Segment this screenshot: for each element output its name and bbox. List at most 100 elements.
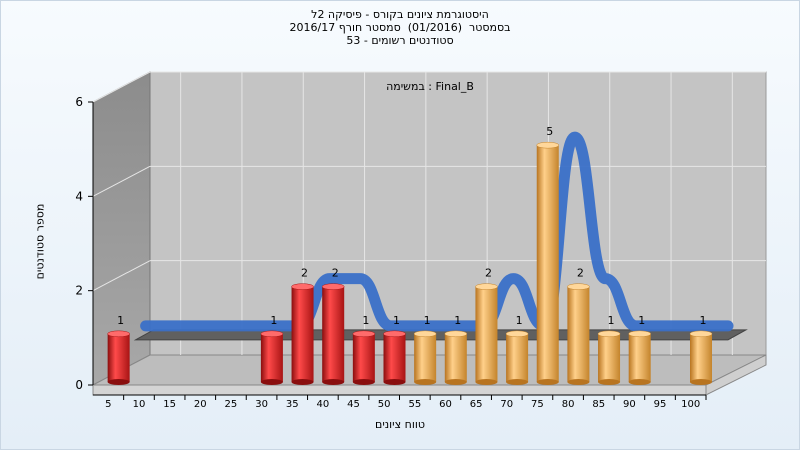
x-tick-label: 60 bbox=[439, 399, 452, 410]
x-tick-label: 5 bbox=[105, 399, 111, 410]
bar-base bbox=[352, 379, 375, 385]
bar-base bbox=[322, 379, 345, 385]
x-tick-label: 55 bbox=[408, 399, 421, 410]
bar-body bbox=[567, 286, 590, 382]
task-label: במשימה : Final_B bbox=[386, 80, 474, 93]
bar-body bbox=[291, 286, 314, 382]
bar: 1 bbox=[383, 314, 406, 385]
bar-body bbox=[628, 333, 651, 382]
bar: 2 bbox=[321, 267, 345, 385]
x-tick-label: 25 bbox=[225, 399, 238, 410]
bar: 1 bbox=[628, 314, 651, 385]
title-line-2: בסמסטר (01/2016) סמסטר חורף 2016/17 bbox=[289, 21, 511, 34]
bar: 2 bbox=[475, 267, 498, 385]
bar-top bbox=[597, 330, 621, 338]
bar-value-label: 1 bbox=[516, 314, 523, 327]
x-tick-label: 30 bbox=[255, 399, 268, 410]
bar-body bbox=[107, 333, 130, 382]
y-axis-label: מספר סטודנטים bbox=[33, 203, 47, 280]
bar-body bbox=[690, 333, 712, 382]
bar-value-label: 1 bbox=[424, 314, 431, 327]
bar-body bbox=[444, 333, 467, 382]
bar-value-label: 2 bbox=[485, 267, 492, 280]
x-tick-label: 100 bbox=[681, 399, 700, 410]
bar-value-label: 1 bbox=[117, 314, 124, 327]
bar-base bbox=[414, 379, 437, 385]
bar-body bbox=[598, 333, 621, 382]
bar-base bbox=[690, 379, 712, 385]
bar: 1 bbox=[689, 314, 713, 385]
bar-value-label: 1 bbox=[454, 314, 461, 327]
bar: 5 bbox=[536, 125, 559, 385]
x-tick-label: 50 bbox=[378, 399, 391, 410]
x-tick-label: 20 bbox=[194, 399, 207, 410]
bar-base bbox=[383, 379, 406, 385]
plane-ribbon bbox=[133, 329, 748, 341]
bar-top bbox=[413, 330, 437, 338]
bar-top bbox=[352, 330, 376, 338]
bar-base bbox=[475, 379, 498, 385]
bar-value-label: 1 bbox=[393, 314, 400, 327]
grid-line bbox=[92, 165, 151, 197]
bar-top bbox=[536, 141, 559, 149]
bar-base bbox=[567, 379, 590, 385]
title-line-3: סטודנטים רשומים - 53 bbox=[346, 34, 454, 47]
grid-line bbox=[92, 71, 151, 103]
bar: 1 bbox=[597, 314, 621, 385]
curve-line bbox=[140, 131, 734, 332]
bar: 1 bbox=[505, 314, 529, 385]
bar-value-label: 1 bbox=[700, 314, 707, 327]
bar: 1 bbox=[413, 314, 437, 385]
bar-top bbox=[383, 330, 406, 338]
y-tick-label: 4 bbox=[75, 189, 83, 203]
x-tick-label: 85 bbox=[592, 399, 605, 410]
bar-body bbox=[322, 286, 345, 382]
x-tick-label: 45 bbox=[347, 399, 360, 410]
bar-base bbox=[506, 379, 529, 385]
y-tick-label: 6 bbox=[75, 95, 83, 109]
bar-body bbox=[414, 333, 437, 382]
x-tick-label: 40 bbox=[317, 399, 330, 410]
grid-line bbox=[92, 260, 151, 292]
bar: 1 bbox=[107, 314, 130, 385]
y-tick-label: 0 bbox=[75, 378, 83, 392]
bar: 1 bbox=[352, 314, 376, 385]
bar-value-label: 2 bbox=[332, 267, 339, 280]
x-tick-label: 90 bbox=[623, 399, 636, 410]
bar-body bbox=[536, 145, 559, 382]
bar: 1 bbox=[260, 314, 284, 385]
bar-body bbox=[475, 286, 498, 382]
bar-value-label: 1 bbox=[638, 314, 645, 327]
bar-base bbox=[291, 379, 314, 385]
bar-base bbox=[628, 379, 651, 385]
bar-body bbox=[506, 333, 529, 382]
bar-value-label: 2 bbox=[301, 267, 308, 280]
bar-value-label: 1 bbox=[608, 314, 615, 327]
bar-top bbox=[444, 330, 468, 338]
bar-value-label: 1 bbox=[270, 314, 277, 327]
bar-top bbox=[260, 330, 284, 338]
x-tick-label: 65 bbox=[470, 399, 483, 410]
bar-base bbox=[107, 379, 130, 385]
bar-base bbox=[444, 379, 467, 385]
x-tick-label: 70 bbox=[500, 399, 513, 410]
x-tick-label: 75 bbox=[531, 399, 544, 410]
chart-title: היסטוגרמת ציונים בקורס - פיסיקה 2ל בסמסט… bbox=[0, 8, 800, 47]
bar-body bbox=[352, 333, 375, 382]
bar-top bbox=[689, 330, 713, 338]
bar-body bbox=[383, 333, 406, 382]
bar-top bbox=[321, 283, 345, 290]
bar-top bbox=[628, 330, 651, 338]
bar-body bbox=[260, 333, 283, 382]
x-tick-label: 80 bbox=[562, 399, 575, 410]
bar-top bbox=[475, 283, 498, 290]
x-axis-label: טווח ציונים bbox=[375, 418, 425, 431]
reference-plane bbox=[133, 329, 748, 341]
title-line-1: היסטוגרמת ציונים בקורס - פיסיקה 2ל bbox=[311, 8, 489, 21]
floor-front-edge bbox=[92, 384, 707, 396]
x-tick-label: 15 bbox=[163, 399, 176, 410]
bar-top bbox=[291, 283, 314, 290]
bar: 1 bbox=[444, 314, 468, 385]
